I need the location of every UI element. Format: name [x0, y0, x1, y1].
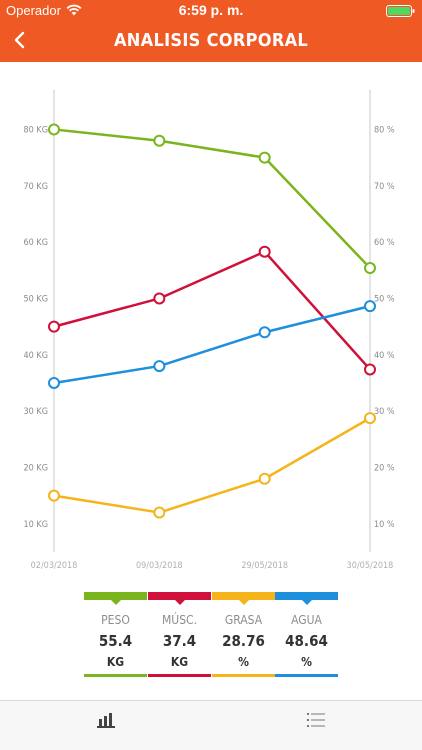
- y-left-tick-label: 40 KG: [24, 351, 48, 361]
- back-button[interactable]: [12, 29, 28, 51]
- data-point: [364, 412, 376, 425]
- legend-underline: [148, 674, 211, 677]
- data-point: [153, 134, 166, 147]
- legend-item-agua[interactable]: AGUA 48.64 %: [275, 592, 338, 680]
- data-point: [48, 376, 60, 389]
- legend-color-bar: [212, 592, 275, 600]
- data-point: [364, 363, 376, 376]
- data-point: [48, 123, 60, 136]
- data-point: [48, 320, 60, 333]
- data-point: [48, 489, 60, 502]
- data-point: [153, 506, 166, 519]
- legend-value: 37.4: [162, 632, 197, 650]
- series-line: [53, 304, 371, 385]
- data-point: [258, 245, 271, 258]
- data-point: [258, 472, 271, 485]
- legend-underline: [275, 674, 338, 677]
- line-chart: 80 KG 70 KG 60 KG 50 KG 40 KG 30 KG 20 KG 10 KG…: [24, 90, 395, 571]
- y-left-tick-label: 60 KG: [24, 238, 48, 248]
- legend-notch: [239, 600, 249, 605]
- legend-notch: [175, 600, 185, 605]
- page-title: ANALISIS CORPORAL: [113, 30, 309, 51]
- wifi-icon: [66, 4, 82, 16]
- legend-unit: %: [301, 655, 312, 669]
- data-point: [258, 151, 271, 164]
- legend-label: AGUA: [291, 613, 322, 627]
- legend-value: 55.4: [98, 632, 133, 650]
- series-line: [53, 417, 371, 514]
- tab-list[interactable]: [211, 701, 422, 750]
- data-point: [364, 300, 376, 313]
- y-left-tick-label: 80 KG: [24, 125, 48, 135]
- tab-chart[interactable]: [0, 701, 211, 750]
- chart-legend: PESO 55.4 KG MÚSC. 37.4 KG GRASA 28.76 %…: [84, 592, 338, 680]
- series-line: [53, 128, 371, 269]
- y-left-tick-label: 10 KG: [24, 520, 48, 530]
- legend-color-bar: [275, 592, 338, 600]
- y-left-tick-label: 70 KG: [24, 182, 48, 192]
- tab-bar: [0, 700, 422, 750]
- legend-value: 28.76: [222, 632, 265, 650]
- data-point: [153, 292, 166, 305]
- data-point: [153, 360, 166, 373]
- clock: 6:59 p. m.: [178, 2, 244, 18]
- legend-underline: [84, 674, 147, 677]
- y-left-tick-label: 30 KG: [24, 407, 48, 417]
- y-right-tick-label: 50 %: [374, 294, 395, 304]
- y-left-tick-label: 20 KG: [24, 463, 48, 473]
- x-tick-label: 09/03/2018: [136, 561, 183, 571]
- y-right-tick-label: 30 %: [374, 407, 395, 417]
- carrier-label: Operador: [6, 3, 61, 18]
- body-analysis-chart: 80 KG 70 KG 60 KG 50 KG 40 KG 30 KG 20 KG 10 KG…: [0, 62, 422, 582]
- legend-unit: KG: [170, 655, 189, 669]
- y-right-tick-label: 20 %: [374, 463, 395, 473]
- chevron-left-icon: [14, 31, 25, 49]
- x-tick-label: 29/05/2018: [241, 561, 288, 571]
- x-tick-label: 02/03/2018: [31, 561, 78, 571]
- y-left-tick-label: 50 KG: [24, 294, 48, 304]
- y-right-tick-label: 10 %: [374, 520, 395, 530]
- data-point: [364, 262, 376, 275]
- legend-label: PESO: [101, 613, 130, 627]
- legend-unit: KG: [106, 655, 125, 669]
- legend-underline: [212, 674, 275, 677]
- legend-color-bar: [148, 592, 211, 600]
- legend-item-peso[interactable]: PESO 55.4 KG: [84, 592, 147, 680]
- legend-label: GRASA: [224, 613, 263, 627]
- nav-bar: ANALISIS CORPORAL: [0, 20, 422, 62]
- x-tick-label: 30/05/2018: [347, 561, 394, 571]
- series-line: [53, 250, 371, 371]
- legend-value: 48.64: [285, 632, 328, 650]
- y-right-tick-label: 70 %: [374, 182, 395, 192]
- legend-unit: %: [238, 655, 249, 669]
- legend-notch: [111, 600, 121, 605]
- data-point: [258, 326, 271, 339]
- bar-chart-icon: [97, 713, 115, 728]
- y-right-tick-label: 80 %: [374, 125, 395, 135]
- legend-notch: [302, 600, 312, 605]
- battery-full-icon: [386, 5, 416, 17]
- y-right-tick-label: 60 %: [374, 238, 395, 248]
- battery-level: [388, 7, 410, 15]
- legend-label: MÚSC.: [161, 613, 198, 627]
- list-icon: [307, 713, 325, 727]
- legend-item-musc[interactable]: MÚSC. 37.4 KG: [148, 592, 211, 680]
- status-bar: Operador 6:59 p. m.: [0, 0, 422, 20]
- y-right-tick-label: 40 %: [374, 351, 395, 361]
- legend-color-bar: [84, 592, 147, 600]
- legend-item-grasa[interactable]: GRASA 28.76 %: [212, 592, 275, 680]
